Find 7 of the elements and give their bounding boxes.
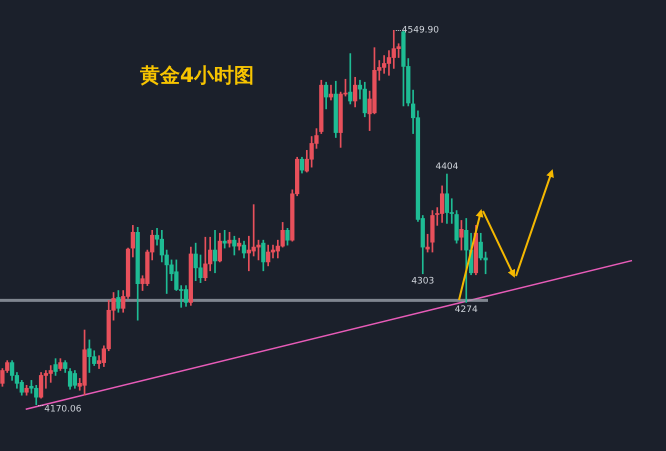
annotation: 4170.06 [44, 404, 82, 414]
annotation: 4404 [435, 162, 459, 172]
annotation: 4274 [454, 305, 478, 316]
annotation: 4303 [411, 276, 434, 287]
annotation: 4549.90 [402, 25, 440, 36]
candlestick [227, 232, 232, 248]
text: 黄金4小时图 [140, 62, 254, 89]
